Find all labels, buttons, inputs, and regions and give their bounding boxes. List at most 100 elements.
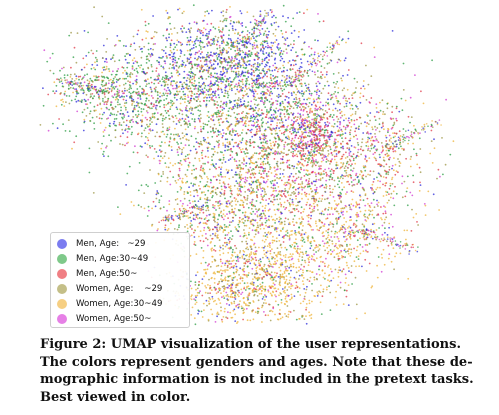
scatter-point (225, 58, 228, 61)
scatter-point (118, 89, 121, 92)
scatter-point (194, 176, 197, 179)
scatter-point (280, 108, 282, 111)
scatter-point (359, 101, 362, 104)
scatter-point (165, 37, 168, 39)
scatter-point (113, 113, 116, 116)
scatter-point (345, 102, 348, 105)
scatter-point (208, 83, 211, 86)
scatter-point (356, 138, 359, 140)
scatter-point (140, 125, 143, 128)
scatter-point (203, 191, 205, 194)
scatter-point (350, 104, 353, 106)
scatter-point (263, 22, 266, 24)
scatter-point (140, 135, 143, 138)
scatter-point (306, 183, 309, 186)
scatter-point (218, 214, 221, 217)
scatter-point (280, 79, 283, 82)
scatter-point (216, 135, 218, 138)
scatter-point (232, 106, 234, 109)
scatter-point (202, 162, 205, 165)
scatter-point (335, 164, 338, 167)
scatter-point (348, 174, 350, 176)
scatter-point (184, 83, 187, 86)
scatter-point (303, 29, 306, 31)
scatter-point (172, 120, 175, 123)
scatter-point (193, 21, 196, 24)
scatter-point (205, 63, 208, 66)
scatter-point (245, 41, 248, 44)
scatter-point (452, 140, 455, 143)
scatter-point (321, 184, 324, 187)
scatter-point (174, 46, 177, 49)
scatter-point (273, 195, 276, 197)
scatter-point (276, 143, 279, 145)
scatter-point (200, 247, 203, 249)
scatter-point (220, 51, 222, 54)
scatter-point (160, 65, 163, 67)
scatter-point (365, 64, 367, 67)
scatter-point (160, 155, 162, 158)
scatter-point (155, 197, 158, 200)
scatter-point (281, 53, 284, 55)
scatter-point (169, 46, 172, 49)
scatter-point (336, 41, 339, 44)
scatter-point (156, 192, 159, 195)
scatter-point (276, 115, 279, 118)
scatter-point (237, 121, 240, 124)
scatter-point (113, 60, 116, 63)
scatter-point (217, 85, 220, 88)
scatter-point (344, 57, 347, 60)
scatter-point (266, 112, 269, 114)
scatter-point (169, 22, 171, 25)
scatter-point (342, 153, 345, 156)
scatter-point (429, 152, 432, 155)
scatter-point (191, 84, 194, 86)
scatter-point (311, 164, 314, 167)
scatter-point (219, 211, 222, 214)
scatter-point (272, 152, 274, 155)
scatter-point (244, 178, 247, 181)
scatter-point (212, 41, 215, 43)
scatter-point (209, 67, 212, 70)
scatter-point (266, 88, 269, 91)
scatter-point (145, 85, 148, 87)
scatter-point (234, 67, 237, 70)
scatter-point (214, 112, 217, 114)
scatter-point (154, 112, 156, 115)
scatter-point (193, 98, 196, 101)
scatter-point (255, 191, 258, 194)
scatter-point (318, 82, 321, 85)
scatter-point (270, 41, 273, 44)
scatter-point (202, 31, 204, 34)
scatter-point (261, 46, 264, 49)
scatter-point (260, 119, 263, 121)
scatter-point (131, 100, 133, 102)
scatter-point (300, 62, 303, 64)
scatter-point (165, 104, 168, 106)
scatter-point (298, 118, 301, 120)
scatter-point (216, 39, 219, 42)
scatter-point (252, 81, 255, 84)
scatter-point (159, 105, 161, 108)
scatter-point (211, 96, 213, 99)
scatter-point (113, 87, 116, 90)
scatter-point (75, 135, 78, 138)
scatter-point (271, 44, 274, 47)
scatter-point (283, 201, 286, 204)
scatter-point (272, 14, 275, 17)
scatter-point (234, 116, 237, 119)
scatter-point (339, 116, 342, 119)
scatter-point (244, 53, 247, 56)
scatter-point (175, 123, 178, 125)
scatter-point (291, 198, 294, 201)
scatter-point (302, 110, 305, 112)
scatter-point (232, 60, 235, 63)
scatter-point (189, 191, 192, 193)
scatter-point (253, 74, 256, 77)
scatter-point (322, 87, 325, 90)
scatter-point (162, 49, 165, 52)
scatter-point (293, 214, 296, 217)
scatter-point (234, 63, 237, 65)
scatter-point (151, 121, 153, 123)
scatter-point (192, 164, 195, 167)
